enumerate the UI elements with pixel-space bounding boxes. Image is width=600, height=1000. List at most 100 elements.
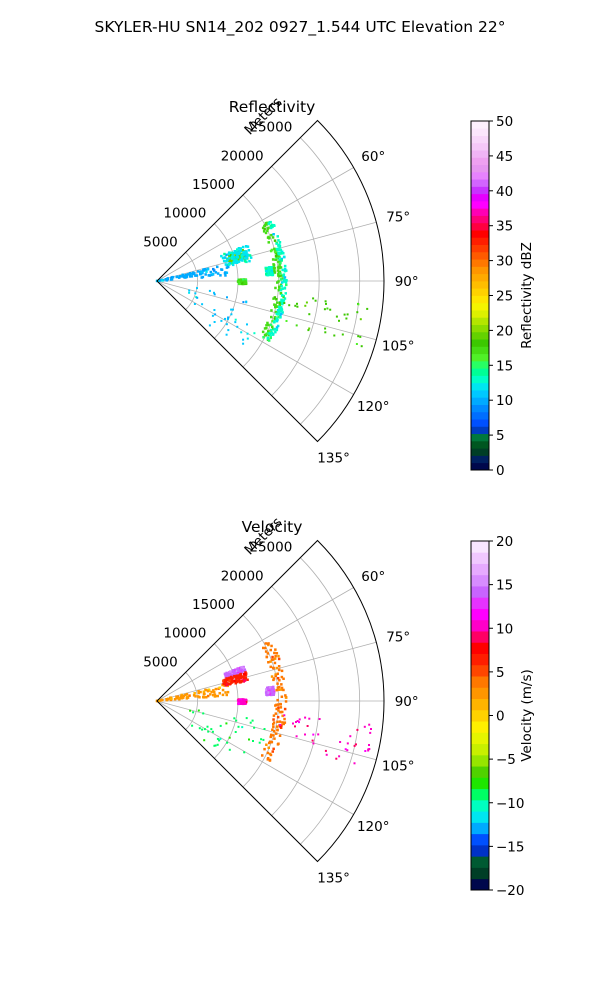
- echo-gate: [272, 321, 276, 324]
- colorbar-swatch: [471, 121, 489, 129]
- echo-gate: [211, 314, 214, 317]
- echo-gate: [184, 273, 188, 277]
- colorbar-swatch: [471, 653, 489, 666]
- echo-gate: [231, 670, 234, 673]
- colorbar: −20 −15 −10 −5 0 5 10 15 20 Velocity (m/s): [470, 534, 535, 899]
- echo-gate: [270, 693, 273, 697]
- echo-gate: [216, 737, 219, 740]
- colorbar-swatch: [471, 375, 489, 384]
- echo-gate: [284, 281, 288, 284]
- echo-gate: [281, 294, 284, 297]
- echo-gate: [269, 660, 272, 663]
- colorbar-swatch: [471, 777, 489, 790]
- echo-gate: [240, 671, 243, 674]
- echo-gate: [242, 676, 246, 679]
- echo-gate: [268, 332, 271, 335]
- colorbar-swatch: [471, 382, 489, 391]
- echo-gate: [273, 317, 276, 320]
- echo-gate: [266, 321, 269, 325]
- echo-gate: [275, 256, 278, 259]
- echo-gate: [238, 278, 241, 282]
- plot-frame: [156, 539, 385, 863]
- echo-gate: [271, 750, 274, 753]
- colorbar-tick-label: 0: [496, 709, 505, 725]
- echo-gate: [263, 728, 266, 730]
- echo-gate: [233, 250, 236, 253]
- echo-gate: [236, 248, 239, 251]
- echo-gate: [280, 274, 284, 277]
- echo-gate: [243, 250, 246, 254]
- echo-gate: [296, 720, 299, 722]
- echo-gate: [284, 700, 288, 703]
- echo-gate: [312, 742, 315, 745]
- echo-gate: [263, 227, 266, 231]
- echo-gate: [338, 755, 341, 758]
- echo-gate: [269, 335, 272, 338]
- echo-gate: [277, 244, 280, 247]
- echo-gate: [281, 268, 284, 272]
- echo-gate: [269, 686, 272, 689]
- echo-gate: [266, 687, 270, 691]
- echo-gate: [216, 743, 219, 746]
- echo-gate: [276, 235, 279, 238]
- echo-gate: [242, 254, 245, 257]
- echo-gate: [178, 276, 181, 279]
- echo-gate: [349, 735, 352, 738]
- echo-gate: [237, 725, 240, 728]
- echo-gate: [210, 690, 213, 694]
- echo-gate: [283, 714, 286, 717]
- echo-gate: [203, 268, 207, 271]
- echo-gate: [239, 676, 242, 679]
- echo-gate: [204, 273, 207, 276]
- echo-gate: [193, 303, 196, 305]
- echo-gate: [276, 743, 280, 746]
- echo-gate: [228, 736, 231, 739]
- echo-gate: [225, 680, 228, 684]
- echo-gate: [276, 728, 279, 731]
- echo-gate: [324, 749, 327, 752]
- echo-gate: [203, 739, 206, 742]
- echo-gate: [275, 652, 279, 655]
- echo-gate: [225, 673, 228, 677]
- colorbar-tick-label: 20: [496, 323, 513, 339]
- echo-gate: [273, 247, 276, 251]
- echo-gate: [266, 332, 269, 335]
- echo-gate: [228, 676, 231, 680]
- echo-gate: [202, 695, 205, 699]
- echo-gate: [278, 258, 281, 261]
- echo-gate: [253, 726, 256, 729]
- echo-gate: [369, 731, 372, 734]
- colorbar-swatch: [471, 586, 489, 598]
- echo-gate: [272, 690, 276, 694]
- echo-gate: [262, 738, 265, 741]
- echo-gate: [234, 318, 237, 321]
- echo-gate: [239, 699, 242, 703]
- echo-gate: [308, 717, 311, 720]
- colorbar-swatch: [471, 455, 489, 464]
- echo-gate: [230, 313, 233, 316]
- echo-gate: [276, 318, 279, 321]
- echo-gate: [230, 679, 234, 682]
- echo-gate: [201, 275, 205, 279]
- echo-gate: [306, 725, 309, 727]
- echo-gate: [280, 281, 284, 284]
- echo-gate: [296, 302, 298, 305]
- echo-gate: [277, 709, 280, 712]
- echo-gate: [157, 279, 161, 283]
- echo-gate: [271, 319, 274, 323]
- echo-gate: [275, 707, 278, 711]
- echo-gate: [282, 722, 285, 726]
- echo-gate: [298, 721, 300, 724]
- echo-gate: [249, 256, 253, 259]
- echo-gate: [276, 305, 279, 308]
- echo-gate: [278, 285, 281, 288]
- echo-gate: [280, 683, 283, 686]
- echo-gate: [283, 717, 286, 721]
- echo-gate: [279, 702, 282, 706]
- echo-gate: [345, 317, 348, 320]
- echo-gate: [236, 667, 240, 671]
- echo-gate: [273, 737, 276, 740]
- echo-gate: [196, 287, 198, 290]
- colorbar-swatch: [471, 208, 489, 216]
- colorbar-tick-label: 15: [496, 358, 513, 374]
